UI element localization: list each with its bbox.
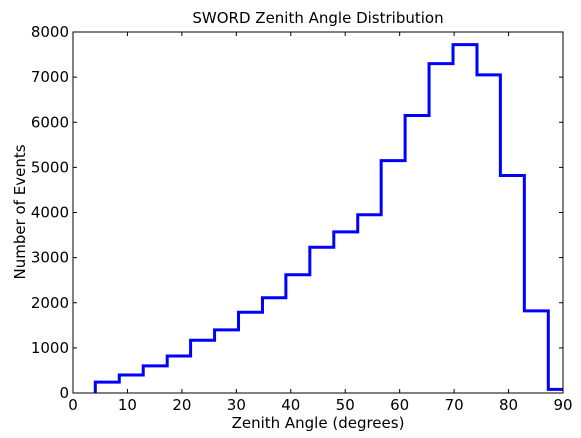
y-tick-label: 5000 <box>31 158 69 176</box>
histogram-bin <box>548 389 563 393</box>
x-tick-label: 60 <box>390 396 409 414</box>
x-tick-label: 10 <box>118 396 137 414</box>
histogram-bin <box>286 275 310 393</box>
y-tick-label: 8000 <box>31 23 69 41</box>
histogram-bin <box>524 311 548 393</box>
histogram-bin <box>262 298 285 393</box>
histogram-bin <box>119 375 143 393</box>
y-tick-label: 0 <box>59 384 69 402</box>
histogram-bin <box>453 45 477 393</box>
x-axis-label: Zenith Angle (degrees) <box>232 414 405 432</box>
x-tick-label: 50 <box>336 396 355 414</box>
histogram-bin <box>381 161 405 393</box>
histogram-bin <box>334 232 358 393</box>
y-tick-label: 2000 <box>31 294 69 312</box>
x-tick-label: 0 <box>68 396 78 414</box>
histogram-bin <box>310 247 334 393</box>
y-tick-label: 7000 <box>31 68 69 86</box>
histogram-bin <box>167 356 190 393</box>
plot-area <box>93 43 563 394</box>
histogram-bin <box>358 215 381 393</box>
histogram-bin <box>239 312 263 393</box>
chart-title: SWORD Zenith Angle Distribution <box>192 9 443 27</box>
x-tick-label: 30 <box>227 396 246 414</box>
x-tick-label: 70 <box>445 396 464 414</box>
x-tick-label: 90 <box>553 396 572 414</box>
y-tick-label: 4000 <box>31 204 69 222</box>
y-tick-label: 6000 <box>31 113 69 131</box>
histogram-bin <box>429 64 453 393</box>
y-tick-label: 1000 <box>31 339 69 357</box>
histogram-bin <box>500 176 524 394</box>
histogram-bin <box>477 75 500 393</box>
axis-ticks: 0 10 20 30 40 50 60 70 80 90 0 1000 2000 3000 4000 5000… <box>31 23 573 414</box>
x-tick-label: 20 <box>172 396 191 414</box>
x-tick-label: 40 <box>281 396 300 414</box>
y-tick-label: 3000 <box>31 249 69 267</box>
plot-frame <box>72 31 564 394</box>
histogram-step-line <box>93 43 563 393</box>
x-tick-label: 80 <box>499 396 518 414</box>
histogram-bin <box>215 330 239 393</box>
histogram-bin <box>405 115 429 393</box>
histogram-bin <box>143 366 167 393</box>
y-axis-label: Number of Events <box>11 144 29 279</box>
histogram-bin <box>95 382 119 393</box>
histogram-bin <box>191 340 215 393</box>
